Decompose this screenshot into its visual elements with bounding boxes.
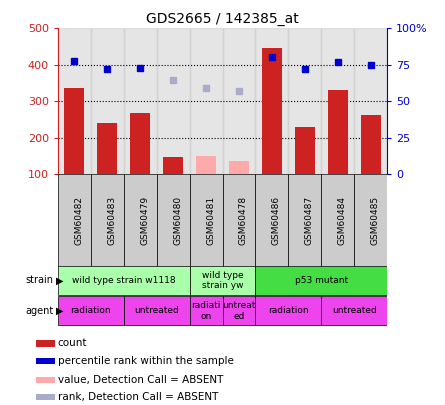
- Bar: [157, 174, 190, 267]
- Bar: [130, 113, 150, 174]
- Text: untreated: untreated: [332, 306, 376, 315]
- Bar: [91, 174, 124, 267]
- Text: GSM60484: GSM60484: [338, 196, 347, 245]
- Text: ▶: ▶: [56, 275, 63, 286]
- Text: count: count: [58, 339, 87, 348]
- Bar: [321, 174, 354, 267]
- Bar: [262, 48, 282, 174]
- Text: strain: strain: [25, 275, 53, 286]
- Text: wild type
strain yw: wild type strain yw: [202, 271, 243, 290]
- Bar: [354, 28, 387, 174]
- Bar: [328, 90, 348, 174]
- Text: untreated: untreated: [134, 306, 179, 315]
- Bar: [222, 28, 255, 174]
- Bar: [65, 88, 84, 174]
- Bar: [190, 266, 255, 295]
- Text: untreat
ed: untreat ed: [222, 301, 255, 320]
- Bar: [295, 128, 315, 174]
- Text: GSM60487: GSM60487: [305, 196, 314, 245]
- Text: GSM60480: GSM60480: [173, 196, 182, 245]
- Bar: [124, 28, 157, 174]
- Bar: [36, 340, 55, 347]
- Bar: [190, 296, 222, 326]
- Bar: [255, 28, 288, 174]
- Bar: [229, 162, 249, 174]
- Bar: [91, 28, 124, 174]
- Bar: [36, 394, 55, 401]
- Bar: [222, 174, 255, 267]
- Text: GSM60486: GSM60486: [272, 196, 281, 245]
- Bar: [36, 358, 55, 364]
- Bar: [222, 296, 255, 326]
- Bar: [196, 156, 216, 174]
- Text: GSM60485: GSM60485: [371, 196, 380, 245]
- Text: agent: agent: [25, 306, 53, 316]
- Bar: [124, 296, 190, 326]
- Text: radiation: radiation: [268, 306, 309, 315]
- Text: radiati
on: radiati on: [191, 301, 221, 320]
- Bar: [288, 28, 321, 174]
- Bar: [354, 174, 387, 267]
- Bar: [321, 28, 354, 174]
- Bar: [361, 115, 380, 174]
- Text: GSM60483: GSM60483: [107, 196, 116, 245]
- Bar: [190, 28, 222, 174]
- Bar: [36, 377, 55, 383]
- Text: p53 mutant: p53 mutant: [295, 276, 348, 285]
- Bar: [255, 296, 321, 326]
- Bar: [58, 174, 91, 267]
- Text: rank, Detection Call = ABSENT: rank, Detection Call = ABSENT: [58, 392, 218, 402]
- Bar: [58, 266, 190, 295]
- Bar: [163, 157, 183, 174]
- Text: GSM60481: GSM60481: [206, 196, 215, 245]
- Text: GSM60482: GSM60482: [74, 196, 83, 245]
- Bar: [124, 174, 157, 267]
- Text: value, Detection Call = ABSENT: value, Detection Call = ABSENT: [58, 375, 223, 385]
- Bar: [255, 266, 387, 295]
- Text: ▶: ▶: [56, 306, 63, 316]
- Text: wild type strain w1118: wild type strain w1118: [72, 276, 175, 285]
- Text: GDS2665 / 142385_at: GDS2665 / 142385_at: [146, 12, 299, 26]
- Bar: [58, 28, 91, 174]
- Bar: [58, 296, 124, 326]
- Text: GSM60478: GSM60478: [239, 196, 248, 245]
- Bar: [321, 296, 387, 326]
- Bar: [157, 28, 190, 174]
- Bar: [97, 123, 117, 174]
- Text: radiation: radiation: [70, 306, 111, 315]
- Text: GSM60479: GSM60479: [140, 196, 149, 245]
- Text: percentile rank within the sample: percentile rank within the sample: [58, 356, 234, 366]
- Bar: [255, 174, 288, 267]
- Bar: [288, 174, 321, 267]
- Bar: [190, 174, 222, 267]
